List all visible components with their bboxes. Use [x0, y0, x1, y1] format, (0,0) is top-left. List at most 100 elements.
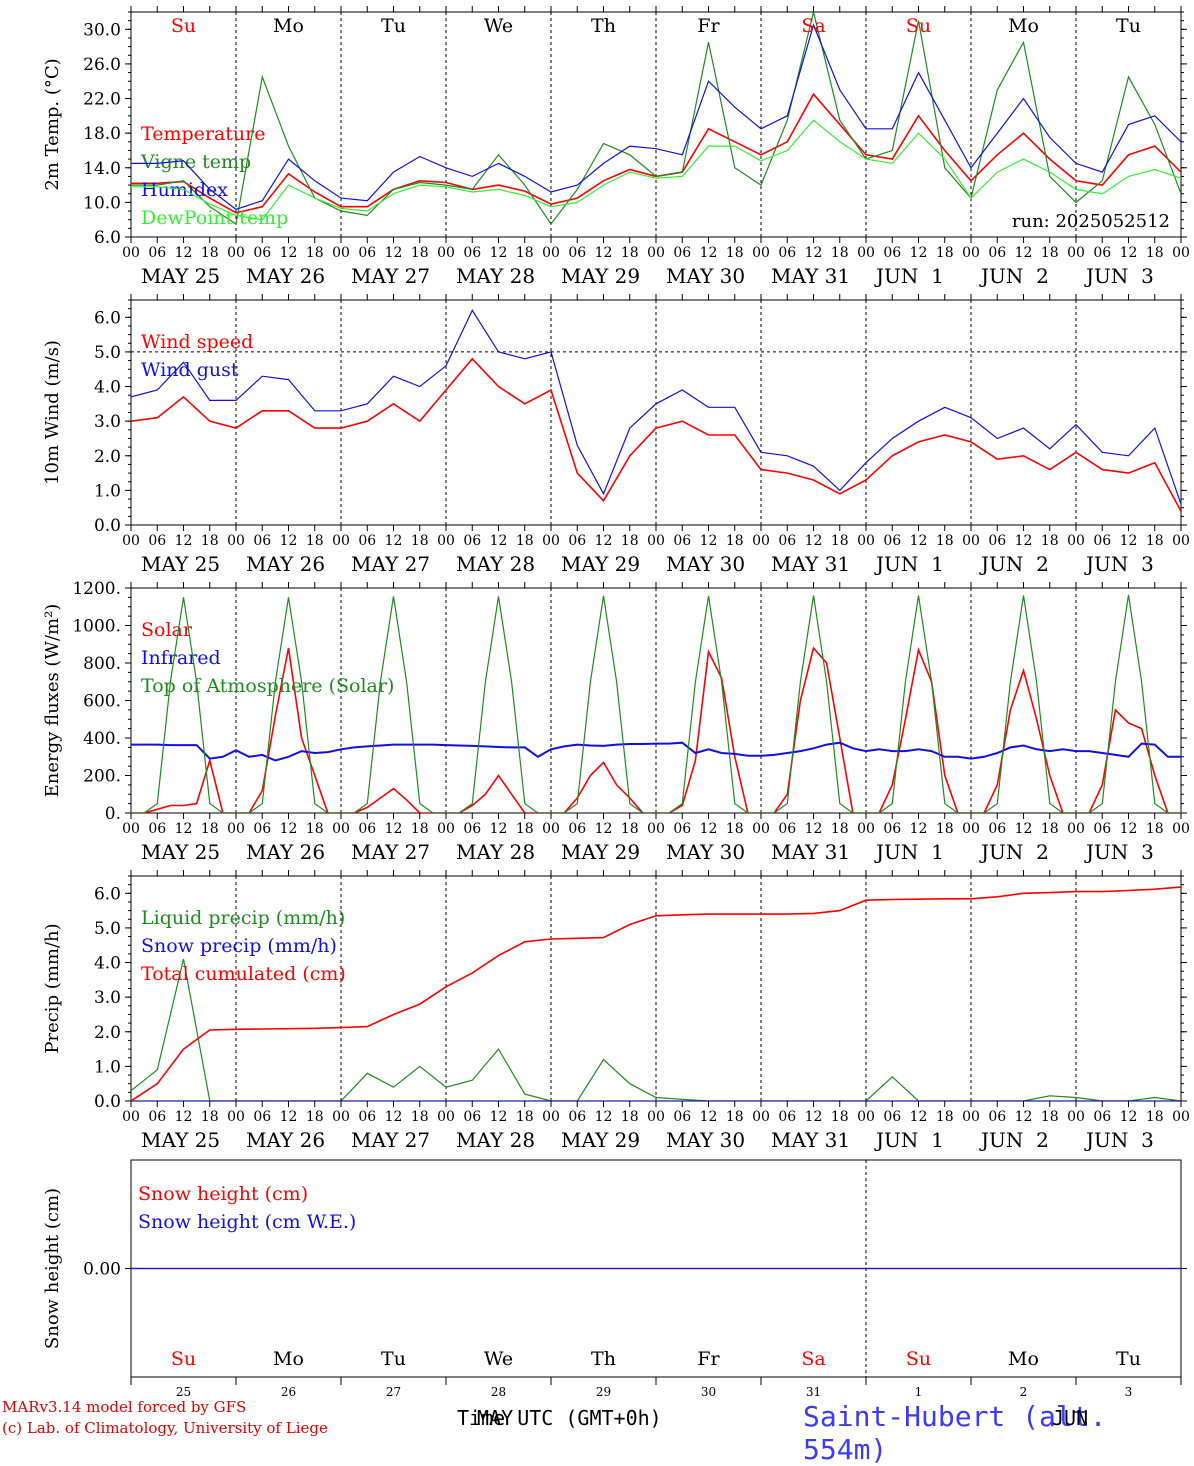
date-label: JUN 2 [979, 552, 1049, 576]
date-label: JUN 1 [874, 1128, 944, 1152]
y-tick-label: 6.0 [94, 228, 121, 248]
series-line-wind-gust [131, 309, 1181, 505]
hour-tick-label: 18 [201, 1109, 219, 1125]
hour-tick-label: 12 [805, 1109, 823, 1125]
y-axis-label: Energy fluxes (W/m²) [42, 604, 63, 798]
date-label: MAY 25 [141, 1128, 220, 1152]
hour-tick-label: 12 [1120, 533, 1138, 549]
panel-2-frame [130, 299, 1182, 526]
hour-tick-label: 06 [673, 1109, 691, 1125]
hour-tick-label: 12 [595, 245, 613, 261]
hour-tick-label: 06 [463, 245, 481, 261]
hour-tick-label: 00 [332, 821, 350, 837]
weekday-label: Mo [1008, 1348, 1039, 1370]
hour-tick-label: 18 [726, 1109, 744, 1125]
legend-entry: Top of Atmosphere (Solar) [141, 675, 394, 697]
date-label: MAY 26 [246, 1128, 325, 1152]
hour-tick-label: 00 [647, 821, 665, 837]
hour-tick-label: 12 [280, 821, 298, 837]
hour-tick-label: 00 [122, 245, 140, 261]
hour-tick-label: 12 [385, 533, 403, 549]
day-number-label: 1 [915, 1385, 923, 1399]
hour-tick-label: 18 [1146, 821, 1164, 837]
weekday-label: Mo [1008, 15, 1039, 37]
weekday-label: Su [906, 1348, 931, 1370]
date-label: JUN 3 [1084, 264, 1154, 288]
legend-entry: Liquid precip (mm/h) [141, 907, 345, 929]
date-label: MAY 31 [771, 840, 850, 864]
hour-tick-label: 00 [1067, 1109, 1085, 1125]
weekday-label: Tu [381, 1348, 406, 1370]
hour-tick-label: 00 [857, 533, 875, 549]
hour-tick-label: 18 [831, 1109, 849, 1125]
hour-tick-label: 06 [463, 821, 481, 837]
weekday-label: Sa [801, 15, 825, 37]
weekday-label: Su [906, 15, 931, 37]
date-label: MAY 28 [456, 840, 535, 864]
y-tick-label: 1.0 [94, 481, 121, 501]
hour-tick-label: 06 [148, 245, 166, 261]
hour-tick-label: 06 [778, 245, 796, 261]
hour-tick-label: 06 [883, 1109, 901, 1125]
hour-tick-label: 06 [778, 1109, 796, 1125]
hour-tick-label: 12 [490, 821, 508, 837]
hour-tick-label: 18 [201, 245, 219, 261]
panel-3-frame [130, 587, 1182, 814]
date-label: MAY 31 [771, 552, 850, 576]
hour-tick-label: 00 [962, 245, 980, 261]
date-label: JUN 2 [979, 264, 1049, 288]
hour-tick-label: 18 [201, 533, 219, 549]
weekday-label: Th [591, 15, 616, 37]
y-tick-label: 10.0 [83, 193, 121, 213]
hour-tick-label: 12 [1015, 1109, 1033, 1125]
hour-tick-label: 18 [621, 245, 639, 261]
model-credit: MARv3.14 model forced by GFS [2, 1398, 247, 1416]
hour-tick-label: 06 [883, 245, 901, 261]
hour-tick-label: 00 [752, 533, 770, 549]
hour-tick-label: 00 [1172, 245, 1190, 261]
y-tick-label: 1200. [72, 579, 121, 599]
hour-tick-label: 12 [385, 1109, 403, 1125]
hour-tick-label: 12 [910, 1109, 928, 1125]
weekday-label: Fr [697, 1348, 720, 1370]
legend-entry: Snow height (cm) [138, 1183, 308, 1205]
hour-tick-label: 12 [1120, 245, 1138, 261]
hour-tick-label: 06 [358, 1109, 376, 1125]
y-axis-label: 2m Temp. (°C) [42, 58, 63, 190]
day-number-label: 31 [806, 1385, 821, 1399]
y-tick-label: 2.0 [94, 1023, 121, 1043]
hour-tick-label: 12 [805, 533, 823, 549]
hour-tick-label: 18 [411, 533, 429, 549]
hour-tick-label: 06 [148, 533, 166, 549]
hour-tick-label: 18 [1041, 245, 1059, 261]
hour-tick-label: 18 [831, 533, 849, 549]
hour-tick-label: 12 [805, 821, 823, 837]
hour-tick-label: 12 [910, 533, 928, 549]
hour-tick-label: 00 [227, 821, 245, 837]
hour-tick-label: 06 [358, 245, 376, 261]
hour-tick-label: 12 [910, 245, 928, 261]
hour-tick-label: 18 [936, 245, 954, 261]
hour-tick-label: 18 [306, 1109, 324, 1125]
day-number-label: 27 [386, 1385, 401, 1399]
hour-tick-label: 12 [700, 821, 718, 837]
hour-tick-label: 00 [437, 245, 455, 261]
series-line-infrared [131, 741, 1181, 762]
hour-tick-label: 18 [411, 245, 429, 261]
hour-tick-label: 00 [752, 821, 770, 837]
hour-tick-label: 12 [1015, 821, 1033, 837]
y-tick-label: 600. [83, 692, 121, 712]
hour-tick-label: 12 [1015, 533, 1033, 549]
y-tick-label: 0.00 [83, 1260, 121, 1280]
weekday-label: Tu [1116, 1348, 1141, 1370]
hour-tick-label: 18 [516, 821, 534, 837]
date-label: JUN 3 [1084, 840, 1154, 864]
legend-entry: Infrared [141, 647, 221, 669]
y-tick-label: 5.0 [94, 919, 121, 939]
y-tick-label: 1000. [72, 617, 121, 637]
hour-tick-label: 06 [568, 533, 586, 549]
hour-tick-label: 00 [542, 533, 560, 549]
hour-tick-label: 00 [647, 1109, 665, 1125]
hour-tick-label: 18 [201, 821, 219, 837]
hour-tick-label: 00 [332, 245, 350, 261]
